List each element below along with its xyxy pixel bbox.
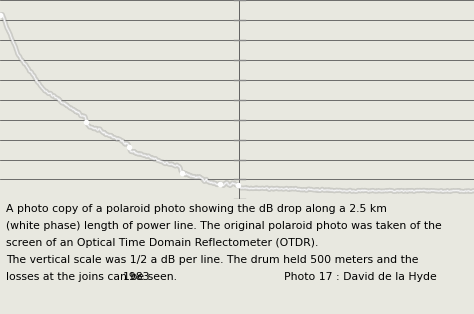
Text: The vertical scale was 1/2 a dB per line. The drum held 500 meters and the: The vertical scale was 1/2 a dB per line… <box>6 255 418 265</box>
Text: screen of an Optical Time Domain Reflectometer (OTDR).: screen of an Optical Time Domain Reflect… <box>6 238 318 248</box>
Text: Photo 17 : David de la Hyde: Photo 17 : David de la Hyde <box>284 272 437 282</box>
Text: 1983: 1983 <box>123 272 151 282</box>
Text: (white phase) length of power line. The original polaroid photo was taken of the: (white phase) length of power line. The … <box>6 221 441 231</box>
Text: A photo copy of a polaroid photo showing the dB drop along a 2.5 km: A photo copy of a polaroid photo showing… <box>6 204 387 214</box>
Text: losses at the joins can be seen.: losses at the joins can be seen. <box>6 272 177 282</box>
